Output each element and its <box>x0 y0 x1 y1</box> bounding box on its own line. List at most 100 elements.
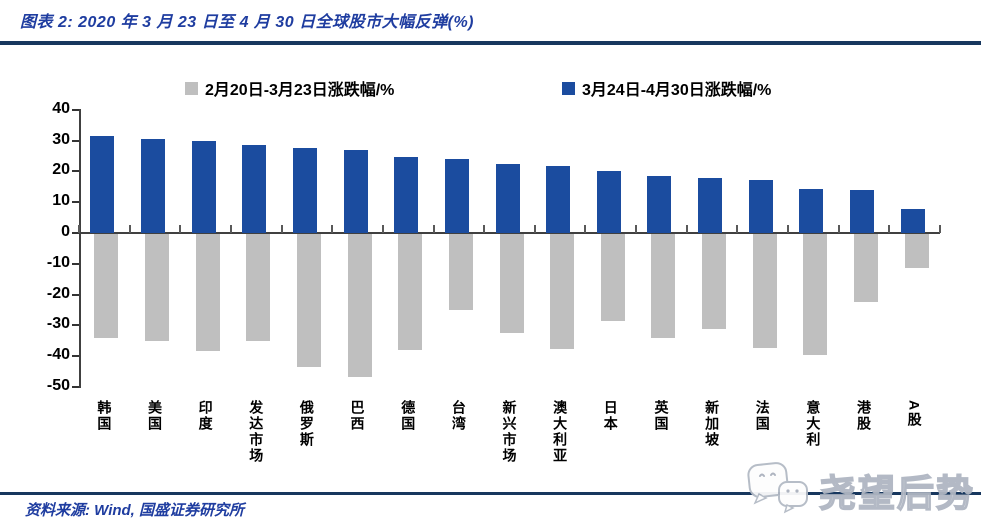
legend-swatch-gray <box>185 81 198 95</box>
x-axis-category-label: 新兴市场 <box>501 400 518 464</box>
bar-drawdown-俄罗斯 <box>296 234 321 367</box>
x-axis-tick <box>78 225 80 233</box>
legend-item-series2: 3月24日-4月30日涨跌幅/% <box>562 76 771 100</box>
y-axis-label: -10 <box>46 253 70 271</box>
bar-drawdown-台湾 <box>448 234 473 311</box>
y-axis-tick <box>72 355 79 358</box>
bar-drawdown-新加坡 <box>702 234 727 330</box>
bar-drawdown-澳大利亚 <box>550 234 575 350</box>
x-axis-category-label: 法国 <box>754 400 771 432</box>
y-axis-tick <box>72 262 79 265</box>
bar-drawdown-港股 <box>854 234 879 303</box>
bar-drawdown-美国 <box>144 234 169 341</box>
y-axis-label: 20 <box>52 161 70 179</box>
x-axis-category-label: 意大利 <box>805 400 822 448</box>
bar-rebound-意大利 <box>799 188 824 233</box>
x-axis-tick <box>939 225 941 233</box>
bar-rebound-巴西 <box>343 149 368 233</box>
x-axis-category-label: 巴西 <box>349 400 366 432</box>
legend-swatch-blue <box>562 81 575 95</box>
y-axis-tick <box>72 201 79 204</box>
x-axis-tick <box>787 225 790 233</box>
bar-drawdown-印度 <box>195 234 220 352</box>
x-axis-tick <box>179 225 182 233</box>
bar-rebound-俄罗斯 <box>292 148 317 233</box>
bar-drawdown-日本 <box>600 234 625 322</box>
watermark-text: 尧望后势 <box>818 472 975 515</box>
bar-rebound-德国 <box>394 157 419 233</box>
y-axis-tick <box>72 324 79 327</box>
title-divider-rule <box>0 41 981 45</box>
x-axis-tick <box>685 225 688 233</box>
x-axis-category-label: 台湾 <box>450 400 467 432</box>
bar-drawdown-新兴市场 <box>499 234 524 333</box>
y-axis-label: 10 <box>52 192 70 210</box>
y-axis-tick <box>72 139 79 142</box>
bar-rebound-美国 <box>140 139 165 233</box>
y-axis-tick <box>72 386 79 389</box>
bar-drawdown-韩国 <box>94 234 119 338</box>
footer-divider-rule <box>0 492 981 495</box>
x-axis-zero-line <box>79 232 940 234</box>
bar-rebound-法国 <box>748 179 773 233</box>
x-axis-category-label: 新加坡 <box>704 400 721 448</box>
y-axis-label: -50 <box>46 377 70 395</box>
bar-drawdown-意大利 <box>803 234 828 356</box>
x-axis-tick <box>533 225 536 233</box>
y-axis-label: 30 <box>52 130 70 148</box>
x-axis-tick <box>888 225 891 233</box>
bar-drawdown-A股 <box>904 234 929 268</box>
x-axis-category-label: 俄罗斯 <box>298 400 315 448</box>
watermark: 尧望后势 <box>743 458 975 521</box>
x-axis-category-label: 德国 <box>400 400 417 432</box>
x-axis-tick <box>584 225 587 233</box>
x-axis-category-label: 英国 <box>653 400 670 432</box>
bar-rebound-港股 <box>850 190 875 233</box>
x-axis-tick <box>229 225 232 233</box>
bar-rebound-澳大利亚 <box>546 166 571 233</box>
x-axis-tick <box>432 225 435 233</box>
y-axis-label: -40 <box>46 346 70 364</box>
y-axis-label: -30 <box>46 315 70 333</box>
x-axis-tick <box>837 225 840 233</box>
x-axis-category-label: 美国 <box>146 400 163 432</box>
x-axis-category-label: 日本 <box>602 400 619 432</box>
bar-rebound-英国 <box>647 175 672 233</box>
bar-drawdown-发达市场 <box>246 234 271 341</box>
x-axis-category-label: A股 <box>906 400 923 429</box>
x-axis-category-label: 港股 <box>856 400 873 432</box>
x-axis-tick <box>331 225 334 233</box>
bar-drawdown-法国 <box>752 234 777 348</box>
x-axis-tick <box>128 225 131 233</box>
bar-rebound-印度 <box>191 140 216 233</box>
y-axis-label: 0 <box>61 223 70 240</box>
y-axis-tick <box>72 232 79 234</box>
bar-rebound-A股 <box>900 209 925 233</box>
bar-rebound-新加坡 <box>698 178 723 233</box>
x-axis-category-label: 韩国 <box>96 400 113 432</box>
bar-rebound-台湾 <box>444 159 469 233</box>
x-axis-tick <box>381 225 384 233</box>
bar-rebound-韩国 <box>90 135 115 233</box>
wechat-logo-icon <box>743 458 815 521</box>
x-axis-category-label: 澳大利亚 <box>552 400 569 464</box>
bar-rebound-发达市场 <box>242 145 267 233</box>
bar-rebound-日本 <box>596 171 621 233</box>
y-axis-tick <box>72 108 79 111</box>
x-axis-tick <box>635 225 638 233</box>
bar-drawdown-英国 <box>651 234 676 338</box>
legend-label-series2: 3月24日-4月30日涨跌幅/% <box>582 82 772 99</box>
x-axis-category-label: 印度 <box>197 400 214 432</box>
x-axis-category-label: 发达市场 <box>248 400 265 464</box>
bar-drawdown-德国 <box>398 234 423 350</box>
x-axis-tick <box>736 225 739 233</box>
chart-title: 图表 2: 2020 年 3 月 23 日至 4 月 30 日全球股市大幅反弹(… <box>20 14 474 31</box>
x-axis-tick <box>483 225 486 233</box>
legend-label-series1: 2月20日-3月23日涨跌幅/% <box>205 82 395 99</box>
y-axis-label: -20 <box>46 284 70 302</box>
bar-rebound-新兴市场 <box>495 163 520 233</box>
x-axis-tick <box>280 225 283 233</box>
y-axis-label: 40 <box>52 99 70 117</box>
y-axis-line <box>79 109 81 388</box>
